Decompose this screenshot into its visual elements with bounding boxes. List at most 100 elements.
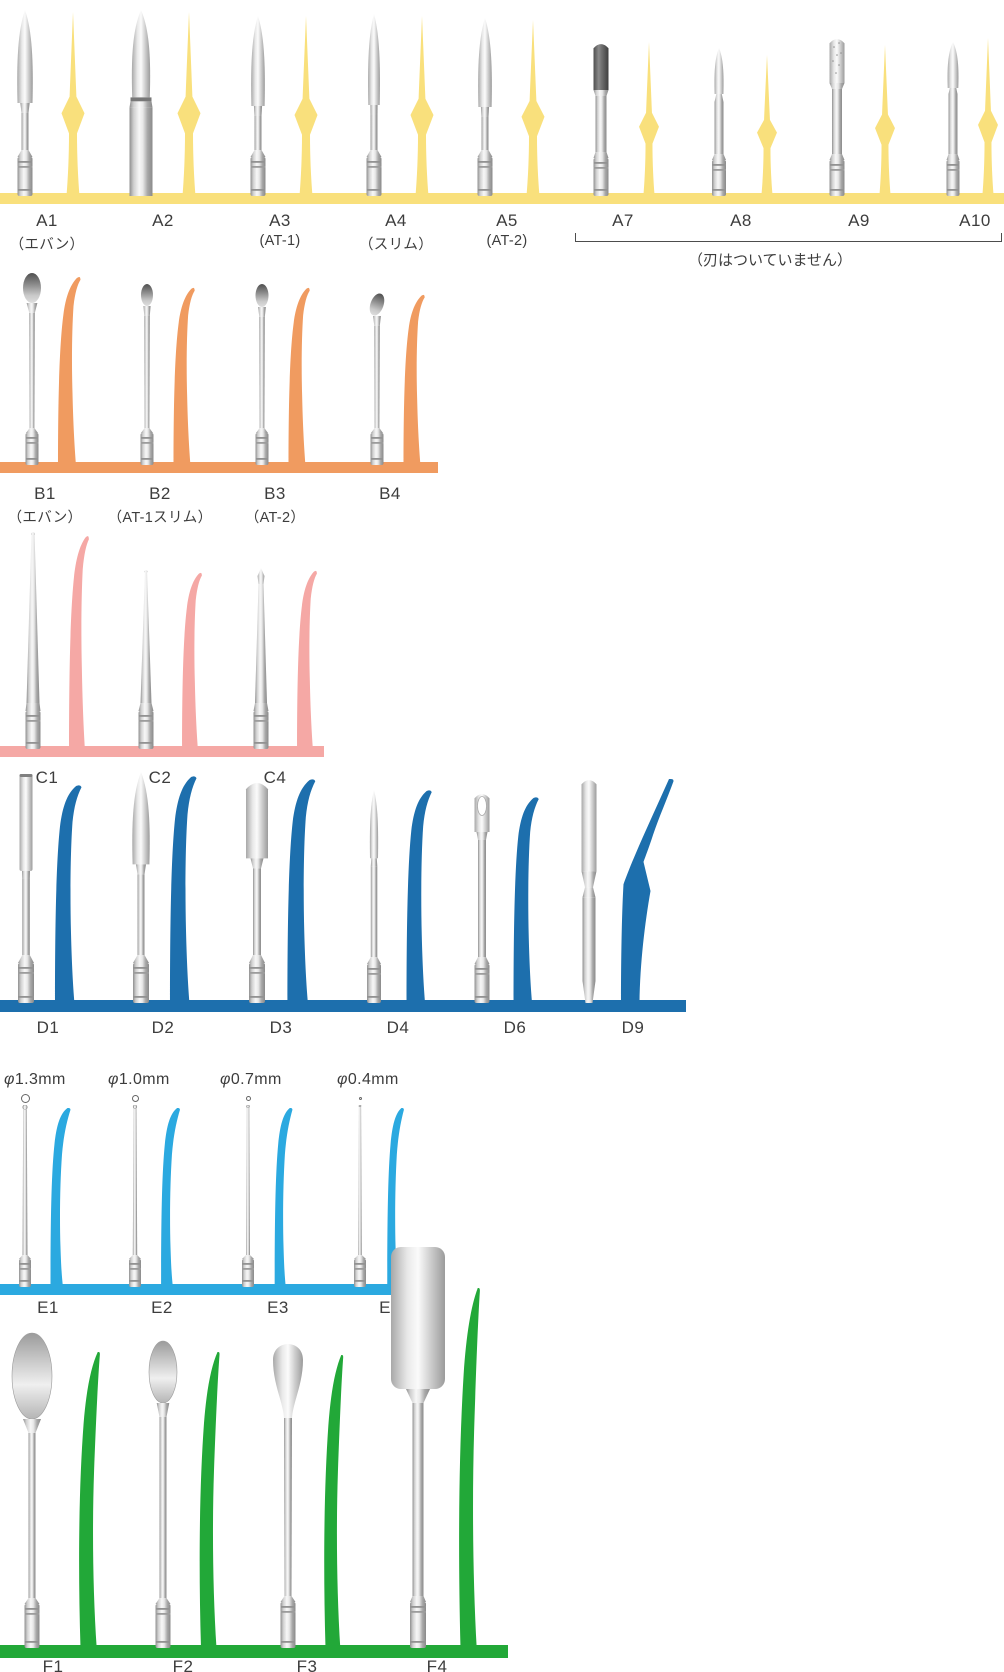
group-E-bar	[0, 1284, 438, 1295]
tip-diameter-label-E4: φ0.4mm	[337, 1071, 399, 1088]
item-label-D4: D4	[386, 1018, 410, 1037]
instrument-photo-E2	[129, 1105, 141, 1287]
instrument-photo-F4	[391, 1247, 445, 1648]
instrument-photo-F1	[11, 1332, 53, 1648]
instrument-photo-D1	[18, 774, 34, 1003]
silhouette-D3	[287, 779, 316, 1003]
instrument-photo-D3	[246, 783, 268, 1003]
instrument-photo-A8	[712, 48, 726, 196]
silhouette-B2	[173, 287, 195, 465]
item-label-A4: A4	[385, 211, 407, 230]
silhouette-F4	[459, 1288, 480, 1648]
instrument-photo-A5	[477, 18, 493, 196]
item-label-A2: A2	[152, 211, 174, 230]
item-label-F1: F1	[42, 1657, 64, 1672]
item-label-B4: B4	[379, 484, 401, 503]
item-label-A10: A10	[959, 211, 991, 230]
tip-diameter-circle-E3	[245, 1095, 251, 1101]
item-label-D1: D1	[36, 1018, 60, 1037]
instrument-photo-B2	[140, 284, 154, 465]
instrument-photo-A7	[593, 44, 609, 196]
item-sublabel-A3: (AT-1)	[259, 233, 301, 249]
instrument-photo-F2	[148, 1340, 178, 1648]
silhouette-A1	[61, 12, 85, 196]
instrument-photo-A2	[129, 10, 153, 196]
instrument-photo-C4	[253, 568, 269, 749]
silhouette-A3	[294, 16, 318, 196]
no-blade-bracket	[575, 233, 1002, 242]
item-label-A8: A8	[730, 211, 752, 230]
item-label-B2: B2	[149, 484, 171, 503]
item-sublabel-B2: （AT-1スリム）	[107, 510, 213, 526]
instrument-photo-A4	[366, 14, 382, 196]
item-label-A5: A5	[496, 211, 518, 230]
instrument-photo-E4	[354, 1105, 366, 1287]
silhouette-A5	[521, 20, 545, 196]
item-label-E2: E2	[151, 1298, 173, 1317]
item-label-A9: A9	[848, 211, 870, 230]
item-label-D9: D9	[621, 1018, 645, 1037]
tip-diameter-label-E1: φ1.3mm	[4, 1071, 66, 1088]
silhouette-D2	[170, 776, 197, 1003]
item-sublabel-A5: (AT-2)	[486, 233, 528, 249]
silhouette-C1	[69, 536, 89, 749]
item-sublabel-A1: （エバン）	[9, 237, 85, 253]
instrument-photo-A3	[250, 16, 266, 196]
item-label-F2: F2	[172, 1657, 194, 1672]
group-D-bar	[0, 1000, 686, 1012]
group-F-bar	[0, 1645, 508, 1658]
item-label-A7: A7	[612, 211, 634, 230]
silhouette-B3	[288, 287, 310, 465]
instrument-photo-C1	[25, 532, 41, 749]
item-label-F4: F4	[426, 1657, 448, 1672]
instrument-photo-D2	[132, 772, 150, 1003]
instrument-photo-E3	[242, 1105, 254, 1287]
tip-diameter-label-E3: φ0.7mm	[220, 1071, 282, 1088]
silhouette-C4	[297, 570, 317, 749]
item-label-C1: C1	[35, 768, 59, 787]
silhouette-E3	[274, 1108, 293, 1287]
item-label-B3: B3	[264, 484, 286, 503]
instrument-photo-A10	[946, 42, 960, 196]
item-sublabel-B3: （AT-2）	[244, 510, 306, 526]
item-label-D3: D3	[269, 1018, 293, 1037]
silhouette-B1	[58, 276, 81, 465]
group-C-bar	[0, 746, 324, 757]
item-label-C4: C4	[263, 768, 287, 787]
silhouette-F1	[79, 1352, 100, 1648]
tip-diameter-circle-E2	[131, 1094, 139, 1102]
tip-diameter-circle-E1	[20, 1093, 30, 1103]
instrument-photo-B1	[23, 273, 41, 465]
silhouette-D9	[621, 779, 674, 1003]
instrument-photo-E1	[19, 1105, 31, 1287]
item-label-A3: A3	[269, 211, 291, 230]
silhouette-A7	[639, 42, 659, 196]
silhouette-D1	[55, 785, 82, 1003]
silhouette-D4	[406, 790, 432, 1003]
silhouette-E4	[387, 1108, 404, 1287]
group-B-bar	[0, 462, 438, 473]
silhouette-E1	[50, 1108, 71, 1287]
silhouette-A4	[410, 16, 434, 196]
silhouette-A10	[978, 38, 998, 196]
silhouette-D6	[513, 797, 539, 1003]
instrument-photo-D6	[474, 794, 490, 1003]
item-label-D6: D6	[503, 1018, 527, 1037]
tip-diameter-label-E2: φ1.0mm	[108, 1071, 170, 1088]
instrument-photo-B3	[255, 284, 269, 465]
item-label-E3: E3	[267, 1298, 289, 1317]
silhouette-A2	[177, 12, 201, 196]
tip-diameter-circle-E4	[358, 1096, 362, 1100]
instrument-photo-A9	[829, 39, 845, 196]
item-label-D2: D2	[151, 1018, 175, 1037]
item-label-F3: F3	[296, 1657, 318, 1672]
instrument-photo-B4	[369, 293, 385, 465]
item-sublabel-A4: （スリム）	[359, 237, 433, 253]
silhouette-B4	[403, 294, 425, 465]
instrument-photo-D4	[367, 790, 381, 1003]
silhouette-C2	[182, 572, 202, 749]
instrument-photo-F3	[273, 1344, 303, 1648]
item-label-B1: B1	[34, 484, 56, 503]
group-A-bar	[0, 193, 1004, 204]
